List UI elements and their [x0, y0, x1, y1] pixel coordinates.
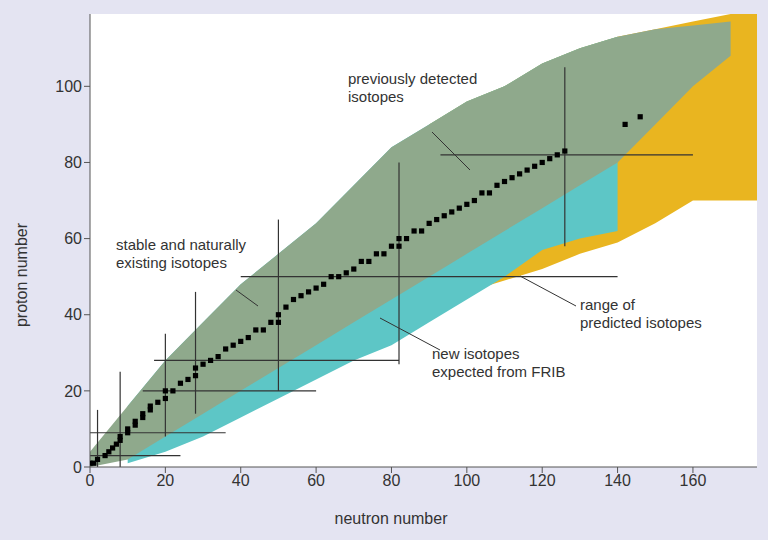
- svg-text:20: 20: [64, 383, 82, 400]
- svg-text:60: 60: [307, 472, 325, 489]
- svg-text:120: 120: [529, 472, 556, 489]
- svg-text:60: 60: [64, 230, 82, 247]
- html-text:stable and naturally: stable and naturally: [116, 236, 247, 253]
- svg-text:80: 80: [383, 472, 401, 489]
- html-text:new isotopes: new isotopes: [432, 345, 520, 362]
- svg-text:20: 20: [156, 472, 174, 489]
- html-text:range of: range of: [580, 296, 635, 313]
- svg-text:40: 40: [232, 472, 250, 489]
- html-text:isotopes: isotopes: [348, 88, 404, 105]
- html-text:predicted isotopes: predicted isotopes: [580, 314, 702, 331]
- svg-text:40: 40: [64, 306, 82, 323]
- html-text:expected from FRIB: expected from FRIB: [432, 363, 566, 380]
- html-text:neutron number: neutron number: [334, 510, 448, 527]
- html-text:proton number: proton number: [13, 223, 30, 327]
- svg-text:0: 0: [86, 472, 95, 489]
- svg-text:140: 140: [604, 472, 631, 489]
- svg-text:0: 0: [73, 459, 82, 476]
- svg-text:100: 100: [55, 78, 82, 95]
- html-text:existing isotopes: existing isotopes: [116, 254, 227, 271]
- svg-text:80: 80: [64, 154, 82, 171]
- svg-text:100: 100: [453, 472, 480, 489]
- html-text:previously detected: previously detected: [348, 70, 478, 87]
- svg-text:160: 160: [680, 472, 707, 489]
